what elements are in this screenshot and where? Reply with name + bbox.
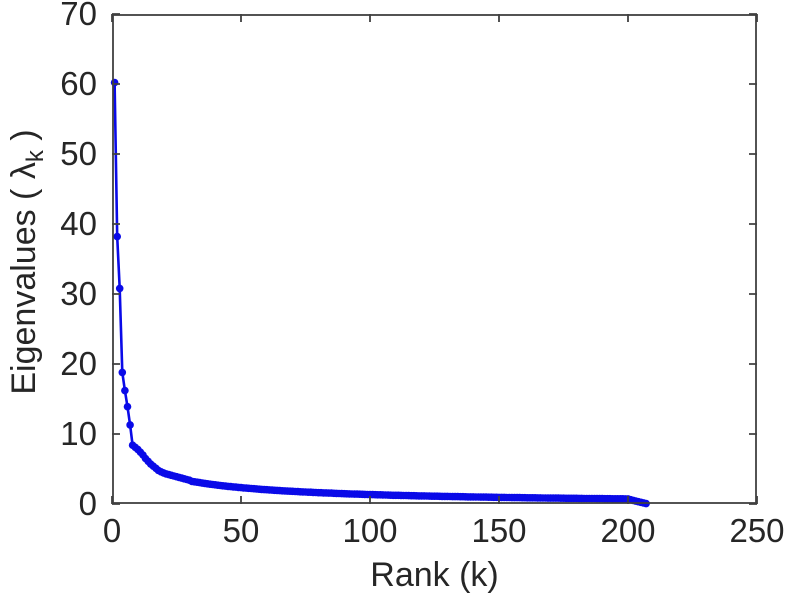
plot-area <box>110 13 758 508</box>
eigenvalue-line <box>113 81 648 505</box>
y-tick-label: 0 <box>78 485 97 522</box>
y-tick-label: 60 <box>60 65 97 102</box>
y-tick-label: 10 <box>60 415 97 452</box>
x-tick-label: 250 <box>729 512 785 549</box>
data-marker <box>126 421 134 429</box>
x-tick-label: 50 <box>222 512 260 549</box>
x-axis-label: Rank (k) <box>370 556 499 594</box>
data-point-markers <box>110 78 650 508</box>
data-marker <box>121 386 129 395</box>
y-tick-label: 20 <box>60 345 97 382</box>
x-tick-label: 150 <box>471 512 527 549</box>
data-marker <box>115 284 124 293</box>
y-tick-label: 70 <box>60 0 97 32</box>
data-marker <box>110 78 119 87</box>
axes-box <box>112 14 757 504</box>
y-tick-label: 40 <box>60 205 97 242</box>
data-marker <box>113 232 121 241</box>
y-tick-label: 50 <box>60 135 97 172</box>
data-marker <box>118 368 127 377</box>
x-tick-label: 0 <box>102 512 122 549</box>
x-tick-label: 200 <box>600 512 656 549</box>
tick-marks <box>111 13 758 505</box>
y-tick-label: 30 <box>60 275 97 312</box>
data-marker <box>123 402 132 411</box>
chart-svg <box>110 13 758 508</box>
x-tick-label: 100 <box>342 512 398 549</box>
